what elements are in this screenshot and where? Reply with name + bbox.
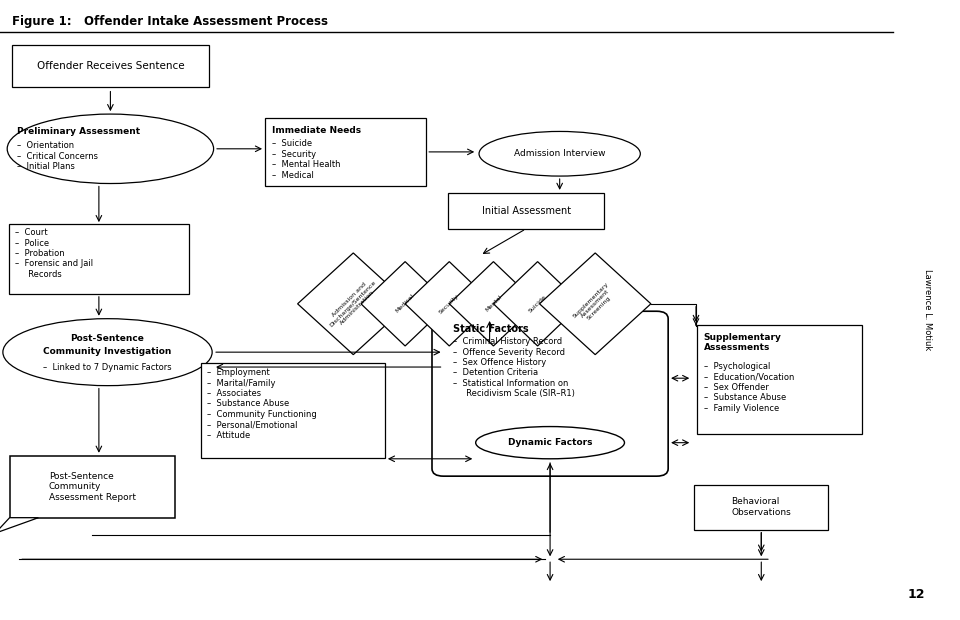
Text: 12: 12 [908,588,925,601]
Text: Security: Security [439,293,460,315]
Ellipse shape [3,319,212,386]
Ellipse shape [479,131,640,176]
Text: Static Factors: Static Factors [453,324,529,334]
Text: –  Criminal History Record
–  Offence Severity Record
–  Sex Offence History
–  : – Criminal History Record – Offence Seve… [453,337,575,398]
Text: Lawrence L. Motiuk: Lawrence L. Motiuk [923,269,932,351]
Text: Supplementary
Assessments: Supplementary Assessments [704,333,781,352]
Ellipse shape [475,427,624,459]
Ellipse shape [8,114,214,184]
Polygon shape [540,253,651,355]
FancyBboxPatch shape [432,311,668,476]
Text: –  Court
–  Police
–  Probation
–  Forensic and Jail
     Records: – Court – Police – Probation – Forensic … [15,228,93,279]
Text: Mental: Mental [484,294,503,313]
Bar [694,485,828,529]
Bar [10,456,175,518]
Bar [697,325,862,434]
Polygon shape [361,262,449,346]
Polygon shape [449,262,538,346]
Text: Preliminary Assessment: Preliminary Assessment [17,127,140,136]
Text: –  Linked to 7 Dynamic Factors: – Linked to 7 Dynamic Factors [43,363,172,373]
Text: Community Investigation: Community Investigation [43,347,172,356]
Text: Admission and
Discharge/Sentence
Administration: Admission and Discharge/Sentence Adminis… [325,275,381,332]
Text: Behavioral
Observations: Behavioral Observations [732,497,791,517]
Text: –  Psychological
–  Education/Vocation
–  Sex Offender
–  Substance Abuse
–  Fam: – Psychological – Education/Vocation – S… [704,362,794,413]
Text: Offender Receives Sentence: Offender Receives Sentence [36,61,184,71]
Text: –  Suicide
–  Security
–  Mental Health
–  Medical: – Suicide – Security – Mental Health – M… [272,140,340,180]
Text: Post-Sentence: Post-Sentence [71,334,144,343]
Bar [12,45,208,87]
Polygon shape [405,262,493,346]
Text: –  Orientation
–  Critical Concerns
–  Initial Plans: – Orientation – Critical Concerns – Init… [17,141,98,171]
Bar [265,118,426,186]
Bar [9,224,189,294]
Text: Admission Interview: Admission Interview [514,149,606,158]
Text: Supplementary
Assessment
Screening: Supplementary Assessment Screening [572,281,618,327]
Polygon shape [493,262,582,346]
Bar [447,193,605,229]
Text: Dynamic Factors: Dynamic Factors [508,438,592,447]
Text: Medical: Medical [395,293,416,314]
Text: –  Employment
–  Marital/Family
–  Associates
–  Substance Abuse
–  Community Fu: – Employment – Marital/Family – Associat… [207,368,317,440]
Text: Immediate Needs: Immediate Needs [272,126,361,135]
Polygon shape [0,518,38,533]
Text: Initial Assessment: Initial Assessment [482,206,570,216]
Polygon shape [298,253,409,355]
Text: Suicide: Suicide [528,294,547,314]
Text: Figure 1:   Offender Intake Assessment Process: Figure 1: Offender Intake Assessment Pro… [12,16,327,29]
Bar [201,363,385,458]
Text: Post-Sentence
Community
Assessment Report: Post-Sentence Community Assessment Repor… [49,472,135,502]
